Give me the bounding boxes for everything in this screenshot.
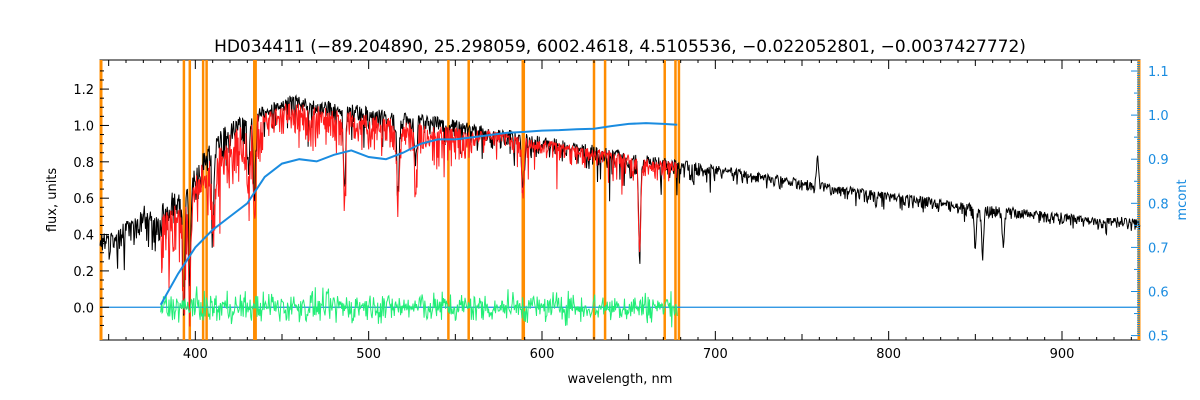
y-tick-label: 0.2 xyxy=(73,265,94,280)
y-tick-label: 0.0 xyxy=(73,301,94,316)
y-tick-label: 0.8 xyxy=(73,156,94,171)
y2-tick-label: 0.5 xyxy=(1148,330,1169,345)
x-axis-label: wavelength, nm xyxy=(568,372,673,387)
x-tick-label: 500 xyxy=(356,347,381,362)
x-tick-label: 600 xyxy=(530,347,555,362)
y-tick-label: 0.4 xyxy=(73,229,94,244)
y2-tick-label: 1.0 xyxy=(1148,109,1169,124)
y-axis-label: flux, units xyxy=(45,168,60,233)
model-spectrum xyxy=(160,103,678,327)
y2-tick-label: 1.1 xyxy=(1148,65,1169,80)
y-axis-left: 0.0 0.2 0.4 0.6 0.8 1.0 1.2 xyxy=(73,70,109,326)
y-tick-label: 1.0 xyxy=(73,119,94,134)
y2-tick-label: 0.7 xyxy=(1148,241,1169,256)
y2-tick-label: 0.8 xyxy=(1148,197,1169,212)
x-tick-label: 900 xyxy=(1050,347,1075,362)
x-axis: 400 500 600 700 800 900 xyxy=(108,60,1132,362)
series-layer xyxy=(99,94,1141,328)
x-tick-label: 400 xyxy=(183,347,208,362)
x-tick-label: 800 xyxy=(876,347,901,362)
mask-lines xyxy=(182,60,681,340)
y-axis-right: 0.5 0.6 0.7 0.8 0.9 1.0 1.1 xyxy=(1131,61,1169,345)
y-tick-label: 0.6 xyxy=(73,192,94,207)
y2-axis-label: mcont xyxy=(1175,179,1190,220)
chart-title: HD034411 (−89.204890, 25.298059, 6002.46… xyxy=(214,37,1026,57)
y-tick-label: 1.2 xyxy=(73,83,94,98)
mcont-series xyxy=(159,122,678,306)
y2-tick-label: 0.6 xyxy=(1148,285,1169,300)
x-tick-label: 700 xyxy=(703,347,728,362)
y2-tick-label: 0.9 xyxy=(1148,153,1169,168)
residual-series xyxy=(160,286,678,328)
